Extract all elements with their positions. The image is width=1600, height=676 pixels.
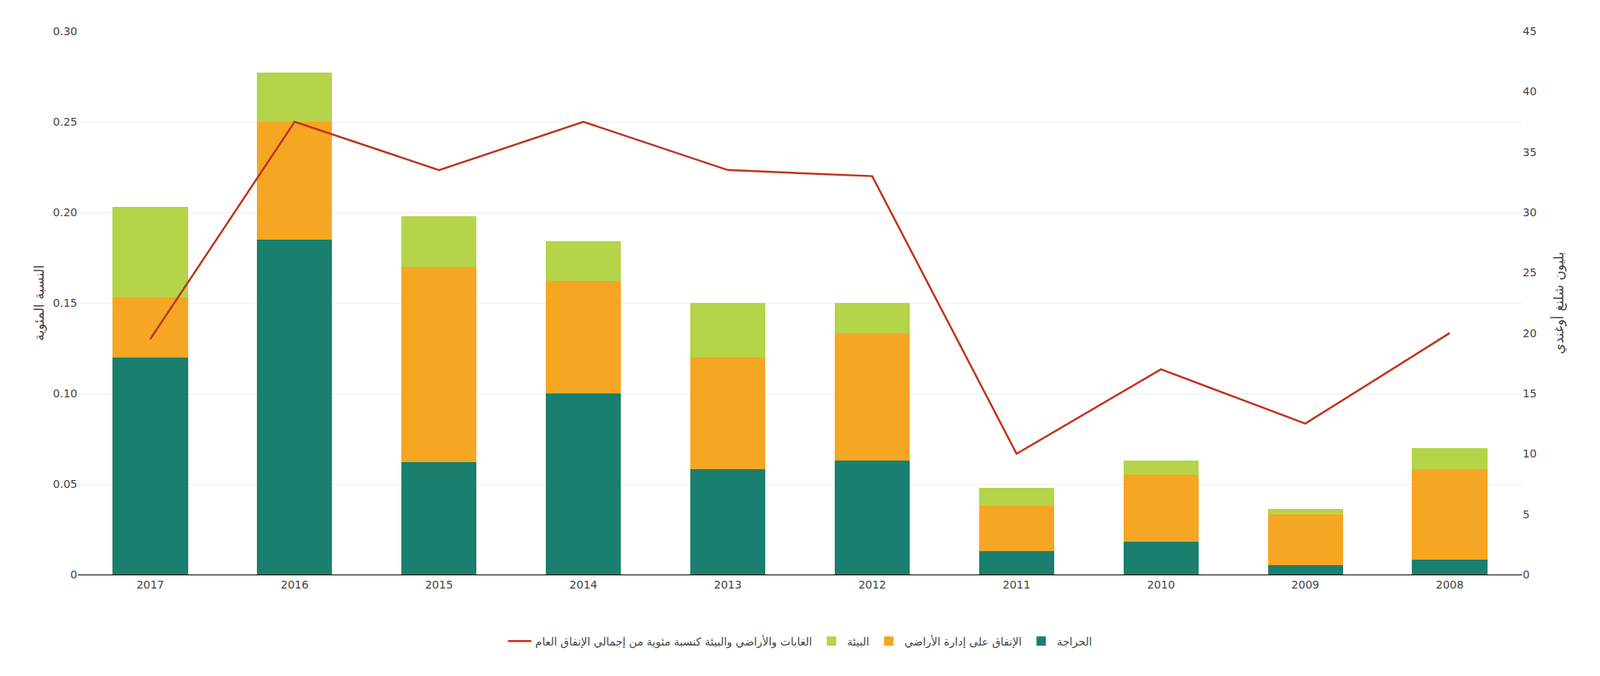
- svg-text:20: 20: [1522, 327, 1537, 340]
- svg-text:2009: 2009: [1291, 578, 1320, 592]
- svg-text:2011: 2011: [1002, 578, 1031, 592]
- svg-text:2014: 2014: [569, 578, 598, 592]
- svg-text:0.10: 0.10: [53, 387, 78, 400]
- svg-text:10: 10: [1522, 447, 1537, 460]
- svg-text:0: 0: [1522, 568, 1530, 581]
- svg-text:0.30: 0.30: [53, 24, 78, 38]
- svg-text:40: 40: [1522, 85, 1537, 98]
- svg-text:0: 0: [70, 568, 78, 581]
- svg-text:2017: 2017: [136, 578, 165, 592]
- svg-text:15: 15: [1522, 387, 1537, 400]
- svg-text:0.05: 0.05: [53, 477, 78, 491]
- svg-text:2010: 2010: [1147, 578, 1176, 592]
- svg-text:الإنفاق على إدارة الأراضي: الإنفاق على إدارة الأراضي: [904, 634, 1022, 649]
- svg-text:2008: 2008: [1436, 578, 1465, 592]
- svg-text:35: 35: [1522, 146, 1537, 159]
- svg-text:5: 5: [1522, 508, 1530, 521]
- svg-text:45: 45: [1522, 24, 1537, 38]
- svg-text:25: 25: [1522, 266, 1537, 279]
- svg-text:2013: 2013: [713, 578, 742, 592]
- svg-text:30: 30: [1522, 206, 1537, 219]
- svg-text:0.15: 0.15: [53, 296, 78, 310]
- svg-text:2012: 2012: [858, 578, 887, 592]
- svg-text:البيئة: البيئة: [847, 635, 870, 649]
- svg-text:الحراجة: الحراجة: [1056, 635, 1092, 649]
- svg-text:الغابات والأراضي والبيئة كنسبة: الغابات والأراضي والبيئة كنسبة مئوية من …: [535, 634, 813, 649]
- svg-text:0.20: 0.20: [53, 206, 78, 219]
- svg-text:2016: 2016: [281, 578, 310, 592]
- svg-text:بليون شلنغ أوغندي: بليون شلنغ أوغندي: [1550, 252, 1568, 355]
- svg-text:0.25: 0.25: [53, 115, 78, 129]
- svg-text:النسبة المئوية: النسبة المئوية: [31, 264, 47, 341]
- svg-text:2015: 2015: [424, 578, 453, 592]
